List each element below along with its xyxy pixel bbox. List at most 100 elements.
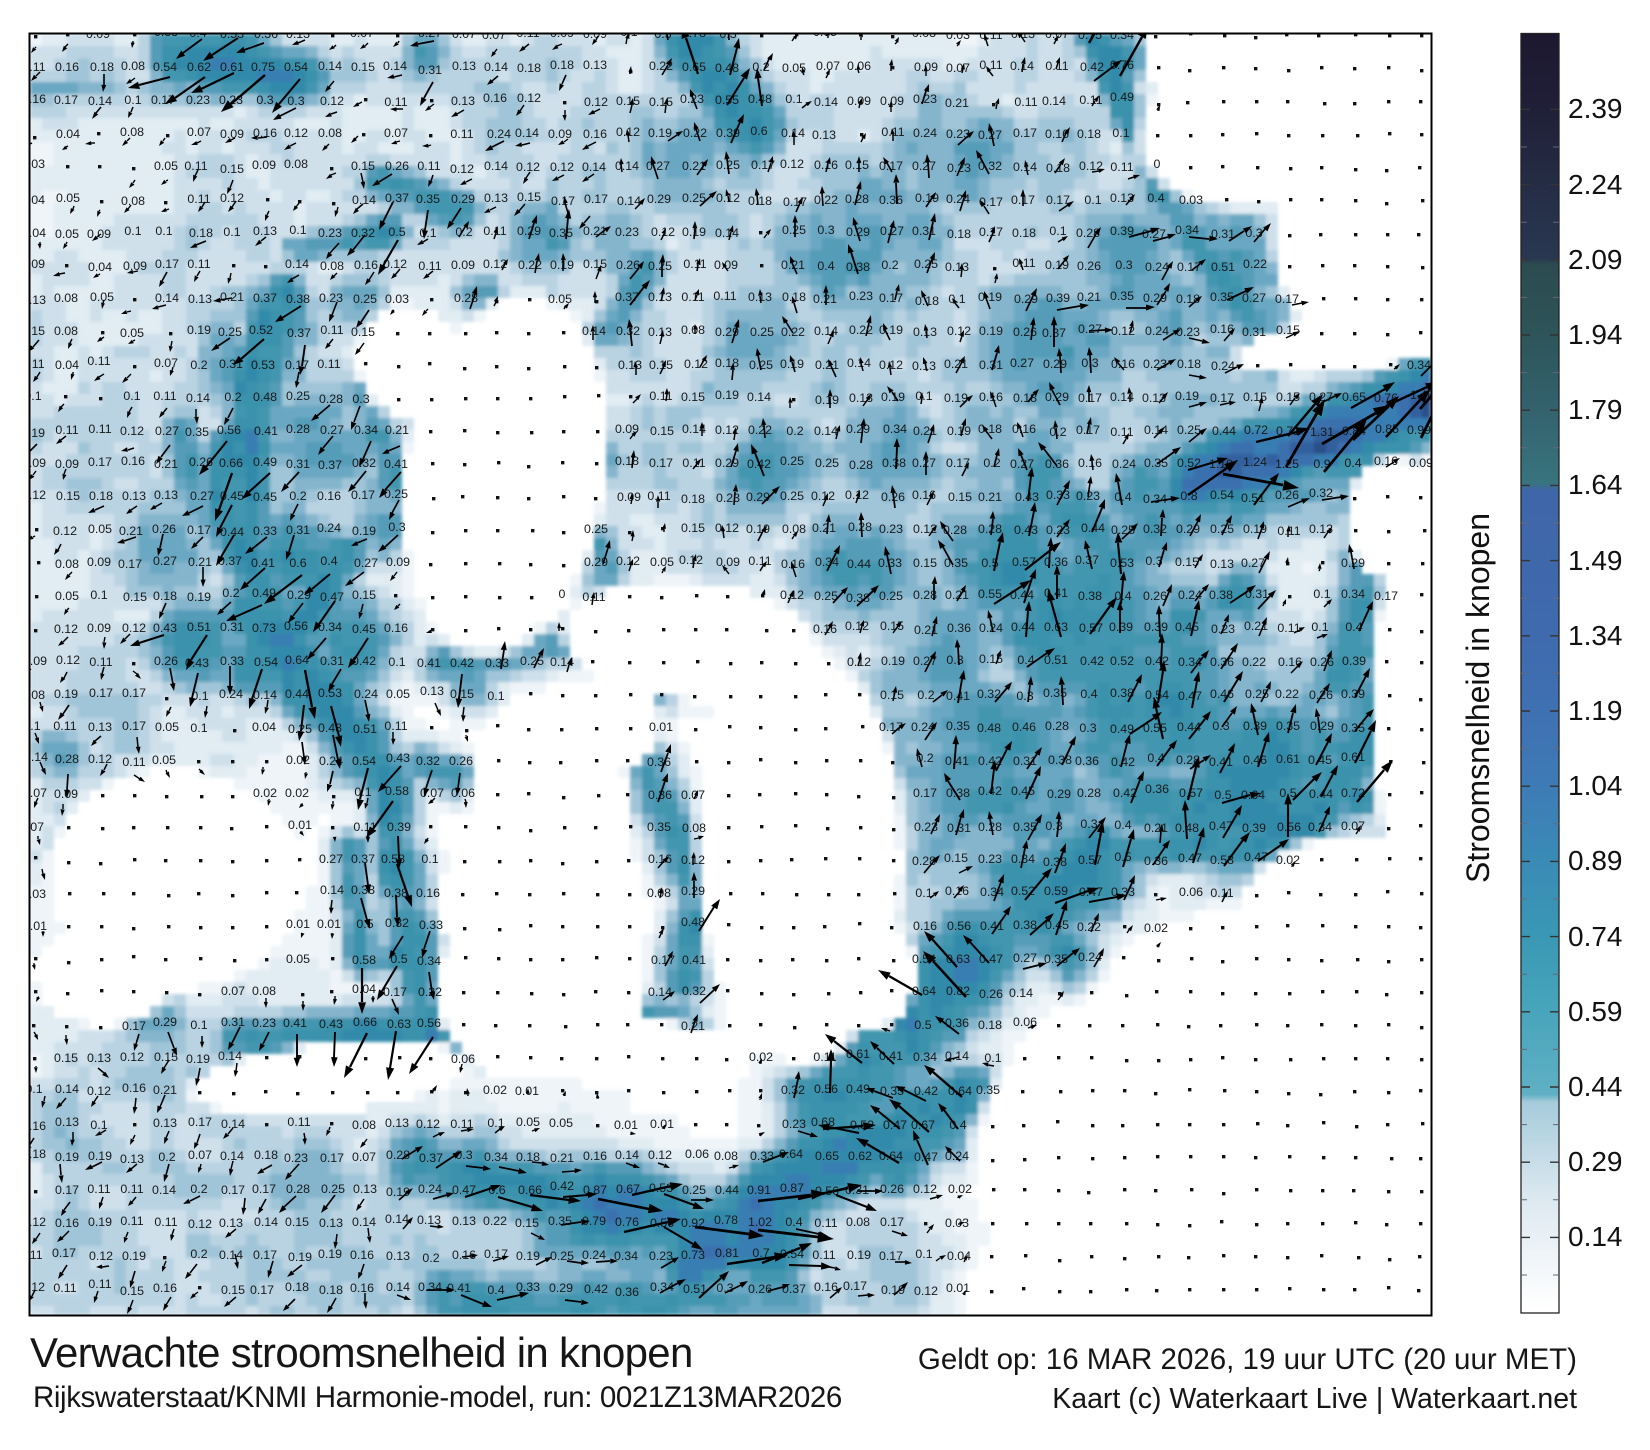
svg-text:0.1: 0.1 bbox=[23, 719, 40, 733]
svg-text:0.1: 0.1 bbox=[487, 689, 504, 703]
svg-text:0.08: 0.08 bbox=[21, 688, 45, 702]
svg-text:0.15: 0.15 bbox=[845, 158, 869, 172]
svg-text:1.79: 1.79 bbox=[1568, 394, 1623, 425]
svg-text:0.19: 0.19 bbox=[881, 1283, 905, 1297]
svg-text:0.38: 0.38 bbox=[1048, 753, 1072, 767]
svg-text:0.25: 0.25 bbox=[288, 722, 312, 736]
svg-text:0.08: 0.08 bbox=[55, 557, 79, 571]
svg-text:0.11: 0.11 bbox=[1210, 886, 1233, 900]
svg-text:0.41: 0.41 bbox=[945, 754, 969, 768]
svg-text:0.19: 0.19 bbox=[881, 390, 905, 404]
svg-text:0.4: 0.4 bbox=[1114, 490, 1131, 504]
svg-text:0.16: 0.16 bbox=[122, 1081, 146, 1095]
svg-text:0.14: 0.14 bbox=[484, 60, 508, 74]
svg-text:0.13: 0.13 bbox=[452, 1214, 476, 1228]
svg-text:0.25: 0.25 bbox=[1210, 522, 1234, 536]
svg-text:0.26: 0.26 bbox=[979, 987, 1003, 1001]
svg-text:0.32: 0.32 bbox=[978, 159, 1002, 173]
svg-text:0.15: 0.15 bbox=[351, 325, 375, 339]
svg-text:0.19: 0.19 bbox=[648, 126, 672, 140]
svg-text:0.52: 0.52 bbox=[1110, 654, 1134, 668]
svg-text:0.01: 0.01 bbox=[946, 1281, 970, 1295]
svg-text:0.1: 0.1 bbox=[190, 721, 207, 735]
svg-text:0.64: 0.64 bbox=[779, 1147, 803, 1161]
svg-text:0.21: 0.21 bbox=[978, 490, 1002, 504]
svg-text:0.13: 0.13 bbox=[648, 325, 672, 339]
svg-text:0.45: 0.45 bbox=[1175, 620, 1199, 634]
svg-text:0.47: 0.47 bbox=[979, 952, 1003, 966]
svg-text:0.12: 0.12 bbox=[383, 257, 407, 271]
svg-text:0.09: 0.09 bbox=[617, 490, 641, 504]
svg-text:0.26: 0.26 bbox=[880, 1182, 904, 1196]
svg-text:0.02: 0.02 bbox=[1276, 853, 1300, 867]
svg-text:0.42: 0.42 bbox=[550, 1179, 574, 1193]
svg-text:0.08: 0.08 bbox=[352, 1118, 376, 1132]
svg-text:0.08: 0.08 bbox=[252, 984, 276, 998]
svg-text:0.25: 0.25 bbox=[550, 1249, 574, 1263]
svg-text:0.12: 0.12 bbox=[56, 653, 80, 667]
svg-text:0.4: 0.4 bbox=[1080, 687, 1097, 701]
svg-text:0.37: 0.37 bbox=[351, 852, 375, 866]
svg-text:0.5: 0.5 bbox=[1114, 850, 1131, 864]
svg-text:0.16: 0.16 bbox=[350, 1248, 374, 1262]
svg-text:0.17: 0.17 bbox=[1013, 126, 1037, 140]
svg-text:0.19: 0.19 bbox=[881, 654, 905, 668]
svg-text:0.31: 0.31 bbox=[418, 63, 442, 77]
svg-text:0.18: 0.18 bbox=[978, 1018, 1002, 1032]
svg-text:0.03: 0.03 bbox=[22, 887, 46, 901]
svg-text:0.08: 0.08 bbox=[682, 821, 706, 835]
svg-text:0.36: 0.36 bbox=[879, 193, 903, 207]
svg-text:0.24: 0.24 bbox=[1211, 359, 1235, 373]
svg-text:0.22: 0.22 bbox=[483, 1214, 507, 1228]
svg-text:0.07: 0.07 bbox=[352, 1150, 376, 1164]
svg-text:0.09: 0.09 bbox=[1409, 456, 1433, 470]
svg-text:0.14: 0.14 bbox=[386, 1280, 410, 1294]
svg-text:0.21: 0.21 bbox=[119, 524, 143, 538]
svg-text:0.17: 0.17 bbox=[122, 719, 146, 733]
svg-text:0.32: 0.32 bbox=[977, 687, 1001, 701]
svg-text:0.13: 0.13 bbox=[88, 720, 112, 734]
svg-text:0.13: 0.13 bbox=[188, 292, 212, 306]
svg-text:0.53: 0.53 bbox=[1110, 556, 1134, 570]
svg-text:0.57: 0.57 bbox=[1179, 786, 1203, 800]
svg-text:0.15: 0.15 bbox=[450, 687, 474, 701]
svg-text:0.17: 0.17 bbox=[253, 1248, 277, 1262]
svg-text:0.25: 0.25 bbox=[353, 292, 377, 306]
svg-text:0.24: 0.24 bbox=[911, 720, 935, 734]
svg-text:0.39: 0.39 bbox=[1242, 821, 1266, 835]
svg-text:0.18: 0.18 bbox=[22, 1147, 46, 1161]
svg-text:0.76: 0.76 bbox=[1110, 58, 1134, 72]
svg-text:0.27: 0.27 bbox=[155, 424, 179, 438]
svg-text:0.11: 0.11 bbox=[979, 58, 1002, 72]
svg-text:0.18: 0.18 bbox=[782, 290, 806, 304]
svg-text:0.14: 0.14 bbox=[1144, 423, 1168, 437]
svg-text:0.09: 0.09 bbox=[22, 456, 46, 470]
svg-text:0.11: 0.11 bbox=[22, 60, 45, 74]
svg-text:0.35: 0.35 bbox=[548, 1214, 572, 1228]
svg-text:0.2: 0.2 bbox=[158, 1150, 175, 1164]
svg-text:0.16: 0.16 bbox=[1374, 454, 1398, 468]
svg-text:0.26: 0.26 bbox=[1077, 259, 1101, 273]
svg-text:0.43: 0.43 bbox=[1014, 523, 1038, 537]
svg-text:0.29: 0.29 bbox=[846, 422, 870, 436]
svg-text:0.15: 0.15 bbox=[285, 1215, 309, 1229]
svg-text:0.37: 0.37 bbox=[218, 554, 242, 568]
svg-text:0.63: 0.63 bbox=[1044, 620, 1068, 634]
svg-text:0.58: 0.58 bbox=[381, 852, 405, 866]
svg-text:0.09: 0.09 bbox=[86, 27, 110, 41]
svg-text:0.44: 0.44 bbox=[847, 557, 871, 571]
svg-text:0.23: 0.23 bbox=[946, 127, 970, 141]
svg-text:0.13: 0.13 bbox=[912, 359, 936, 373]
svg-text:0.52: 0.52 bbox=[1177, 456, 1201, 470]
svg-text:0.41: 0.41 bbox=[283, 1016, 307, 1030]
svg-text:0.2: 0.2 bbox=[224, 390, 241, 404]
svg-text:0.13: 0.13 bbox=[120, 1152, 144, 1166]
svg-text:0.18: 0.18 bbox=[189, 226, 213, 240]
svg-text:0.23: 0.23 bbox=[913, 92, 937, 106]
svg-text:0.49: 0.49 bbox=[1110, 722, 1134, 736]
svg-text:1.34: 1.34 bbox=[1568, 620, 1623, 651]
svg-text:0.34: 0.34 bbox=[1143, 492, 1167, 506]
svg-text:0.34: 0.34 bbox=[1110, 28, 1134, 42]
svg-text:0.19: 0.19 bbox=[847, 1248, 871, 1262]
svg-text:0.12: 0.12 bbox=[517, 91, 541, 105]
